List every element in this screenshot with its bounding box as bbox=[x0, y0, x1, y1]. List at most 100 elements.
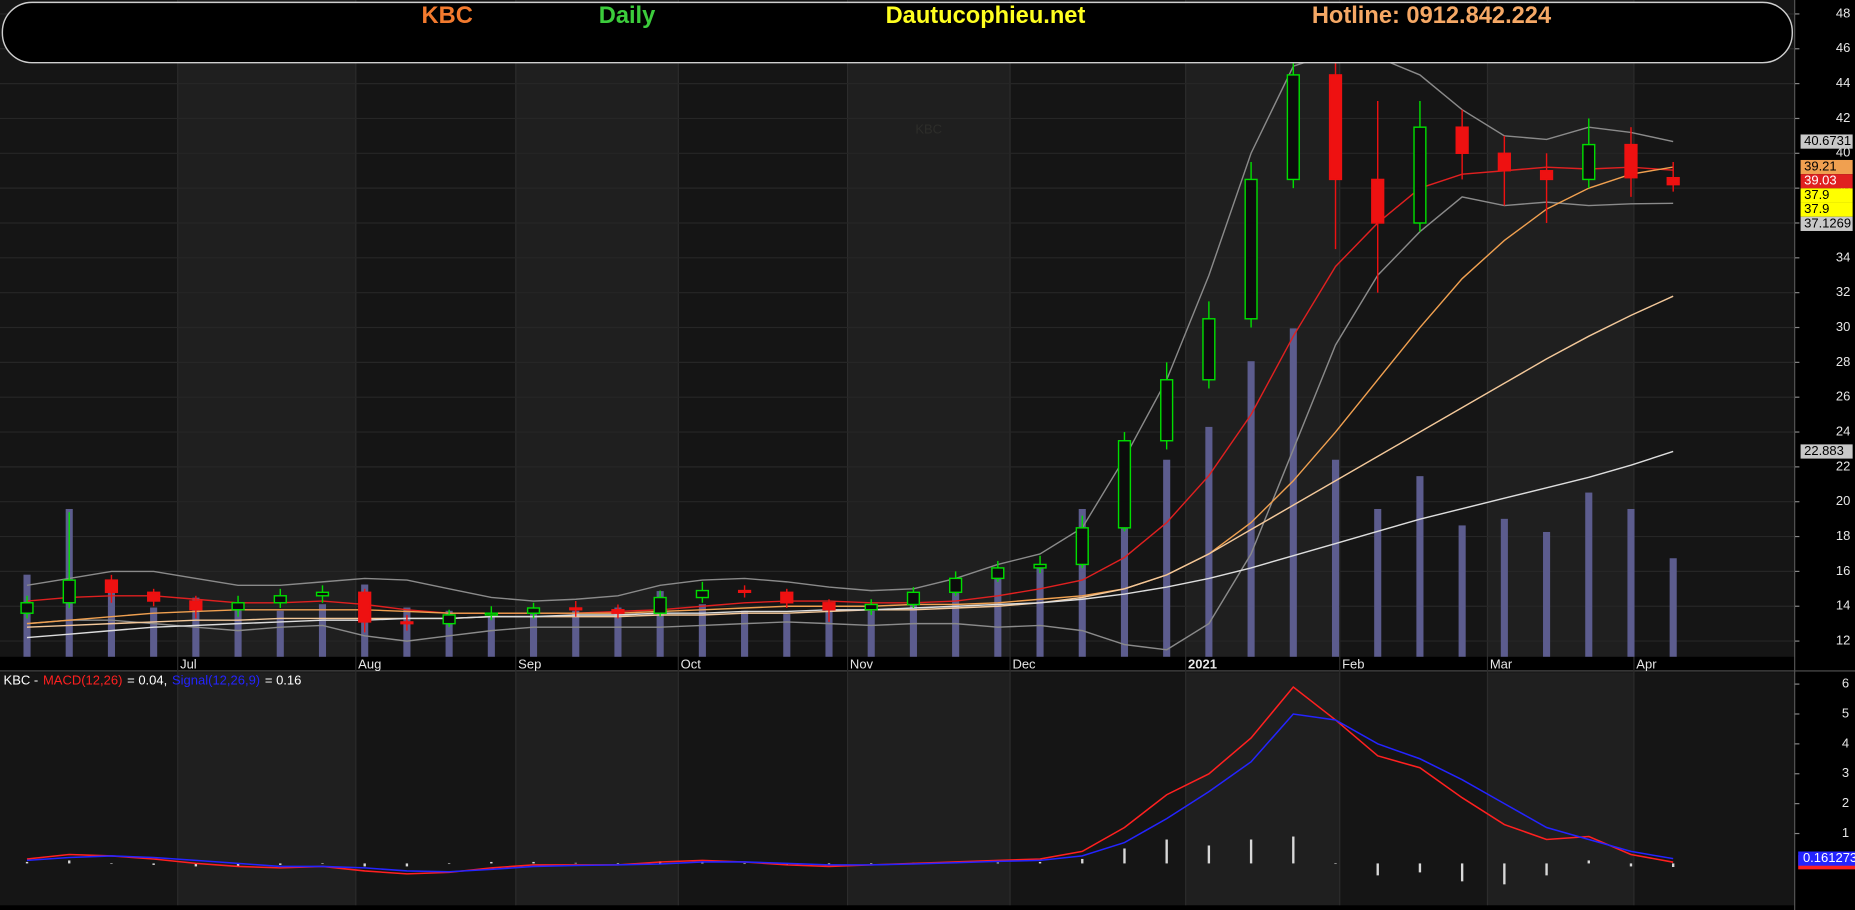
macd-histogram-bar bbox=[490, 861, 493, 864]
stripe bbox=[515, 672, 679, 906]
candle-body bbox=[1328, 74, 1343, 181]
macd-histogram-bar bbox=[1672, 863, 1675, 868]
indicator-line bbox=[26, 295, 1674, 628]
macd-histogram-bar bbox=[1334, 863, 1337, 865]
x-tick-label: Aug bbox=[358, 656, 381, 671]
y-tick-label: 20 bbox=[1836, 493, 1850, 508]
y-tick-label: 18 bbox=[1836, 528, 1850, 543]
volume-bar bbox=[1416, 476, 1424, 657]
y-tick-label: 4 bbox=[1842, 735, 1849, 750]
stripe bbox=[0, 0, 178, 657]
candle-body bbox=[1624, 143, 1638, 179]
stripe bbox=[355, 0, 516, 657]
candle-body bbox=[611, 609, 625, 614]
candle-body bbox=[780, 591, 794, 604]
price-label-box bbox=[1800, 174, 1853, 189]
x-tick-label: Jul bbox=[180, 656, 197, 671]
candle-body bbox=[695, 589, 709, 599]
candle-body bbox=[1539, 170, 1554, 181]
candle-body bbox=[358, 591, 372, 623]
header-symbol: KBC bbox=[422, 3, 473, 29]
x-tick-label: Nov bbox=[850, 656, 874, 671]
candle-body bbox=[526, 607, 541, 614]
macd-histogram-bar bbox=[1629, 863, 1633, 867]
candle-body bbox=[906, 591, 921, 606]
macd-histogram-bar bbox=[870, 863, 873, 865]
volume-bar bbox=[825, 607, 833, 657]
y-tick-label: 3 bbox=[1842, 765, 1849, 780]
y-tick-label: 26 bbox=[1836, 389, 1850, 404]
volume-bar bbox=[529, 614, 538, 657]
stripe bbox=[1185, 672, 1340, 906]
volume-bar bbox=[909, 597, 917, 657]
candle-body bbox=[20, 602, 34, 614]
macd-histogram-bar bbox=[1207, 845, 1211, 864]
volume-bar bbox=[1500, 518, 1508, 657]
header-period: Daily bbox=[599, 3, 656, 29]
volume-bar bbox=[994, 574, 1002, 657]
price-label: 37.1269 bbox=[1804, 215, 1851, 230]
volume-bar bbox=[276, 610, 284, 657]
volume-bar bbox=[1458, 525, 1466, 657]
stripe bbox=[515, 0, 679, 657]
legend-prefix: KBC - bbox=[4, 673, 39, 688]
candle-body bbox=[1244, 178, 1258, 320]
candle-body bbox=[1160, 379, 1174, 442]
y-tick-label: 14 bbox=[1836, 598, 1850, 613]
candle-body bbox=[1497, 152, 1511, 172]
indicator-line bbox=[26, 450, 1674, 639]
volume-bar bbox=[952, 584, 960, 657]
price-label: 37.9 bbox=[1804, 201, 1829, 216]
volume-bar bbox=[445, 610, 453, 657]
indicator-line bbox=[26, 166, 1674, 625]
macd-histogram-bar bbox=[1460, 863, 1464, 882]
candle-body bbox=[864, 603, 878, 611]
price-label: 40.6731 bbox=[1804, 133, 1851, 148]
macd-histogram-bar bbox=[1123, 848, 1126, 864]
candle-body bbox=[1202, 318, 1216, 381]
volume-bar bbox=[656, 591, 664, 657]
volume-bar bbox=[1205, 426, 1213, 657]
candle-body bbox=[1075, 527, 1089, 566]
y-tick-label: 30 bbox=[1836, 319, 1850, 334]
macd-histogram-bar bbox=[532, 861, 535, 864]
x-tick-label: Oct bbox=[681, 656, 702, 671]
stripe bbox=[0, 672, 178, 906]
y-tick-label: 12 bbox=[1836, 633, 1850, 648]
candle-body bbox=[273, 595, 287, 604]
price-label-box bbox=[1800, 188, 1853, 203]
macd-histogram-bar bbox=[321, 863, 324, 865]
macd-histogram-bar bbox=[996, 862, 1000, 864]
candle-body bbox=[104, 579, 119, 594]
macd-value-label: 0.161273 bbox=[1803, 850, 1855, 865]
candle-body bbox=[1033, 563, 1047, 569]
candle-body bbox=[949, 577, 963, 594]
macd-histogram-bar bbox=[1249, 839, 1253, 864]
price-label: 22.883 bbox=[1804, 443, 1844, 458]
macd-histogram-bar bbox=[616, 863, 620, 865]
price-label: 37.9 bbox=[1804, 187, 1829, 202]
stripe bbox=[1633, 672, 1795, 906]
x-tick-label: Dec bbox=[1012, 656, 1036, 671]
price-label-box bbox=[1800, 134, 1853, 149]
macd-histogram-bar bbox=[1376, 863, 1379, 876]
stripe bbox=[847, 0, 1011, 657]
header-hotline: Hotline: 0912.842.224 bbox=[1312, 3, 1552, 29]
candle-body bbox=[822, 602, 836, 611]
watermark: KBC bbox=[915, 122, 942, 137]
volume-bar bbox=[867, 610, 875, 657]
macd-histogram-bar bbox=[1545, 863, 1548, 876]
volume-bar bbox=[614, 607, 622, 657]
volume-bar bbox=[150, 607, 158, 657]
stripe bbox=[678, 672, 848, 906]
macd-histogram-bar bbox=[1587, 860, 1590, 864]
volume-bar bbox=[1289, 328, 1297, 657]
macd-histogram-bar bbox=[279, 863, 282, 865]
stripe bbox=[1339, 672, 1488, 906]
candle-body bbox=[1371, 178, 1385, 224]
macd-histogram-bar bbox=[405, 863, 409, 867]
candle-body bbox=[1582, 143, 1596, 181]
stripe bbox=[355, 672, 516, 906]
